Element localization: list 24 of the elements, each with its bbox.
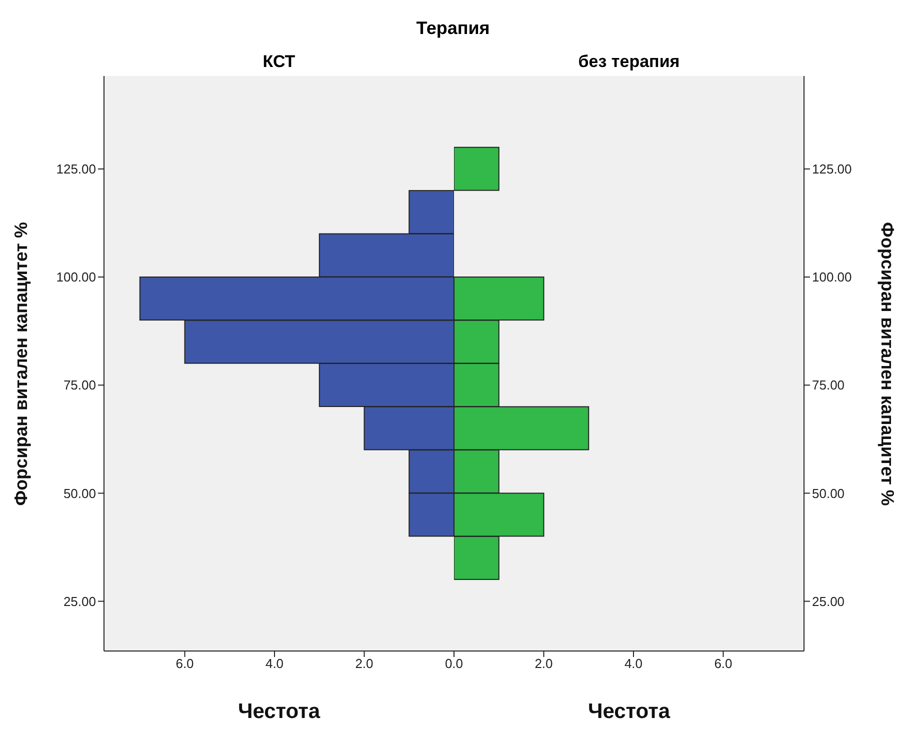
y-tick-label: 25.00 — [812, 594, 845, 609]
x-tick-label: 0.0 — [444, 656, 464, 672]
y-tick-label: 100.00 — [812, 270, 852, 285]
y-tick-label: 50.00 — [812, 486, 845, 501]
y-tick-label: 75.00 — [63, 378, 96, 393]
y-axis-title: Форсиран витален капацитет % — [876, 222, 898, 506]
y-tick-label: 100.00 — [56, 270, 96, 285]
x-tick-label: 2.0 — [534, 656, 553, 672]
y-tick-label: 125.00 — [812, 162, 852, 177]
chart-title: Терапия — [415, 17, 491, 40]
x-axis-title: Честота — [238, 700, 320, 723]
x-axis-title: Честота — [588, 700, 670, 723]
chart-subtitle: без терапия — [577, 52, 681, 73]
y-tick-label: 50.00 — [63, 486, 96, 501]
x-tick-label: 4.0 — [624, 656, 643, 672]
y-tick-label: 25.00 — [63, 594, 96, 609]
x-tick-label: 4.0 — [265, 656, 284, 672]
chart-subtitle: КСТ — [262, 52, 296, 73]
x-tick-label: 6.0 — [176, 656, 194, 672]
y-axis-title: Форсиран витален капацитет % — [10, 222, 32, 506]
y-tick-label: 75.00 — [812, 378, 845, 393]
y-tick-label: 125.00 — [56, 162, 96, 177]
x-tick-label: 6.0 — [714, 656, 732, 672]
x-tick-label: 2.0 — [355, 656, 374, 672]
